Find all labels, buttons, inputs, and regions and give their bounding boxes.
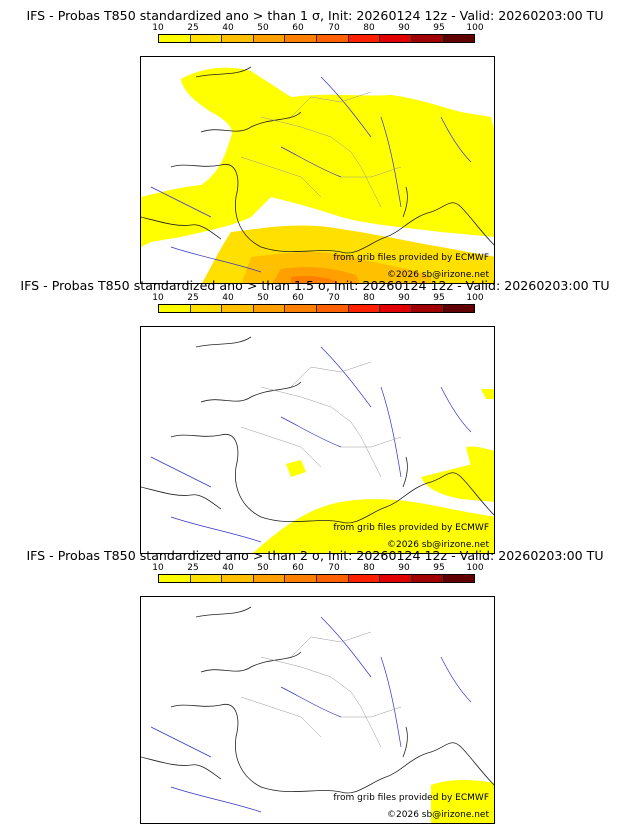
legend-swatch: [443, 575, 474, 582]
legend-tick: 60: [292, 23, 304, 33]
legend-colorbar: [158, 304, 475, 313]
panel-title: IFS - Probas T850 standardized ano > tha…: [20, 278, 610, 293]
legend-tick: 25: [187, 563, 199, 573]
legend-swatch: [411, 305, 444, 312]
source-credit: from grib files provided by ECMWF: [333, 523, 489, 533]
legend-swatch: [411, 35, 444, 42]
legend-swatch: [380, 575, 412, 582]
source-credit: from grib files provided by ECMWF: [333, 253, 489, 263]
legend-swatch: [316, 575, 349, 582]
legend-tick: 40: [222, 563, 234, 573]
map-panel-3: IFS - Probas T850 standardized ano > tha…: [0, 548, 630, 824]
legend-colorbar: [158, 34, 475, 43]
legend-swatch: [348, 35, 381, 42]
legend-tick: 10: [152, 563, 164, 573]
legend-swatch: [222, 35, 254, 42]
legend-swatch: [348, 305, 381, 312]
legend-swatch: [380, 305, 412, 312]
legend-tick-labels: 10 25 40 50 60 70 80 90 95 100: [140, 23, 500, 33]
legend-tick-labels: 10 25 40 50 60 70 80 90 95 100: [140, 563, 500, 573]
legend-tick: 95: [433, 23, 445, 33]
legend-swatch: [348, 575, 381, 582]
legend-tick: 70: [328, 293, 340, 303]
legend-tick: 40: [222, 23, 234, 33]
legend-swatch: [159, 305, 191, 312]
legend-swatch: [316, 35, 349, 42]
probability-map: from grib files provided by ECMWF ©2026 …: [140, 56, 495, 284]
legend-colorbar: [158, 574, 475, 583]
legend-swatch: [222, 575, 254, 582]
source-credit: from grib files provided by ECMWF: [333, 793, 489, 803]
legend-tick: 80: [363, 23, 375, 33]
legend-tick: 50: [257, 563, 269, 573]
map-graphic: [141, 336, 494, 553]
map-panel-1: IFS - Probas T850 standardized ano > tha…: [0, 8, 630, 284]
legend-swatch: [285, 35, 317, 42]
legend-swatch: [190, 575, 223, 582]
legend-swatch: [285, 575, 317, 582]
legend-tick: 90: [398, 563, 410, 573]
panel-title: IFS - Probas T850 standardized ano > tha…: [26, 8, 604, 23]
legend-swatch: [380, 35, 412, 42]
legend-tick: 100: [466, 23, 484, 33]
legend-tick: 60: [292, 563, 304, 573]
legend-tick: 100: [466, 293, 484, 303]
copyright-credit: ©2026 sb@irizone.net: [387, 270, 489, 280]
legend-tick: 70: [328, 563, 340, 573]
legend-swatch: [159, 35, 191, 42]
legend-tick: 100: [466, 563, 484, 573]
probability-map: from grib files provided by ECMWF ©2026 …: [140, 326, 495, 554]
panel-title: IFS - Probas T850 standardized ano > tha…: [26, 548, 604, 563]
legend-tick: 40: [222, 293, 234, 303]
legend-tick: 80: [363, 293, 375, 303]
legend-tick: 95: [433, 563, 445, 573]
legend-tick: 95: [433, 293, 445, 303]
probability-map: from grib files provided by ECMWF ©2026 …: [140, 596, 495, 824]
legend-tick: 25: [187, 293, 199, 303]
legend-swatch: [190, 35, 223, 42]
legend-swatch: [190, 305, 223, 312]
legend-tick: 50: [257, 23, 269, 33]
legend-tick-labels: 10 25 40 50 60 70 80 90 95 100: [140, 293, 500, 303]
map-panel-2: IFS - Probas T850 standardized ano > tha…: [0, 278, 630, 554]
legend-tick: 10: [152, 293, 164, 303]
legend-swatch: [253, 575, 286, 582]
legend-swatch: [316, 305, 349, 312]
legend-tick: 25: [187, 23, 199, 33]
legend-tick: 70: [328, 23, 340, 33]
legend-tick: 90: [398, 23, 410, 33]
map-graphic: [141, 66, 494, 283]
legend-tick: 50: [257, 293, 269, 303]
copyright-credit: ©2026 sb@irizone.net: [387, 540, 489, 550]
legend-tick: 80: [363, 563, 375, 573]
copyright-credit: ©2026 sb@irizone.net: [387, 810, 489, 820]
map-graphic: [141, 606, 494, 823]
legend-swatch: [222, 305, 254, 312]
legend-tick: 10: [152, 23, 164, 33]
legend-swatch: [285, 305, 317, 312]
legend-swatch: [443, 305, 474, 312]
legend-swatch: [411, 575, 444, 582]
legend-tick: 90: [398, 293, 410, 303]
legend-swatch: [159, 575, 191, 582]
legend-swatch: [443, 35, 474, 42]
legend-swatch: [253, 35, 286, 42]
legend-swatch: [253, 305, 286, 312]
legend-tick: 60: [292, 293, 304, 303]
